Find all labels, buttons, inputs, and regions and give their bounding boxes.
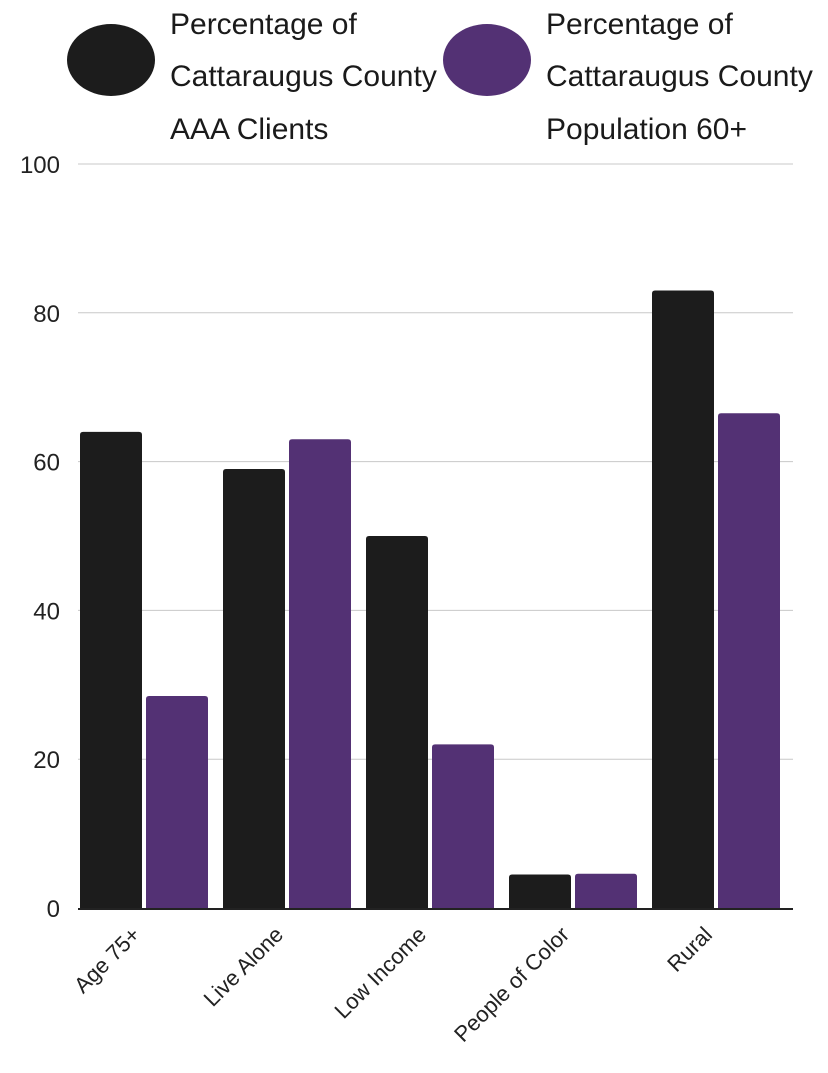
bar-people-of-color-series-1 [509, 874, 571, 908]
legend-label-aaa-clients-line-2: Cattaraugus County [170, 60, 437, 93]
bar-low-income-series-1 [366, 536, 428, 908]
x-tick-label-age-75: Age 75+ [69, 922, 145, 998]
y-tick-label-100: 100 [20, 152, 60, 179]
bar-age-75-series-2 [146, 695, 208, 908]
legend-item-aaa-clients: Percentage of Cattaraugus County AAA Cli… [67, 8, 437, 146]
legend-swatch-aaa-clients [67, 24, 155, 96]
y-tick-label-20: 20 [33, 747, 60, 774]
legend-label-population-line-1: Percentage of [546, 8, 733, 41]
bar-low-income-series-2 [432, 744, 494, 908]
bar-people-of-color-series-2 [575, 873, 637, 908]
bar-rural-series-1 [652, 290, 714, 909]
legend-label-population-line-2: Cattaraugus County [546, 60, 813, 93]
bar-live-alone-series-2 [289, 439, 351, 908]
x-tick-label-low-income: Low Income [329, 922, 431, 1024]
legend-swatch-population-60-plus [443, 24, 531, 96]
legend-item-population-60-plus: Percentage of Cattaraugus County Populat… [443, 8, 813, 146]
legend-label-aaa-clients-line-1: Percentage of [170, 8, 357, 41]
bar-live-alone-series-1 [223, 469, 285, 908]
x-tick-label-people-of-color: People of Color [449, 922, 574, 1047]
legend-label-population-line-3: Population 60+ [546, 113, 747, 146]
x-tick-label-rural: Rural [662, 922, 717, 977]
chart-legend: Percentage of Cattaraugus County AAA Cli… [67, 8, 813, 146]
x-axis-labels: Age 75+ Live Alone Low Income People of Col… [69, 922, 717, 1047]
x-tick-label-live-alone: Live Alone [199, 922, 288, 1011]
bars [80, 290, 780, 909]
legend-label-aaa-clients-line-3: AAA Clients [170, 113, 328, 146]
y-tick-label-80: 80 [33, 301, 60, 328]
y-tick-label-60: 60 [33, 450, 60, 477]
y-tick-label-0: 0 [47, 896, 60, 923]
y-tick-label-40: 40 [33, 598, 60, 625]
bar-rural-series-2 [718, 413, 780, 908]
y-axis-ticks: 0 20 40 60 80 100 [20, 152, 60, 923]
bar-age-75-series-1 [80, 431, 142, 908]
